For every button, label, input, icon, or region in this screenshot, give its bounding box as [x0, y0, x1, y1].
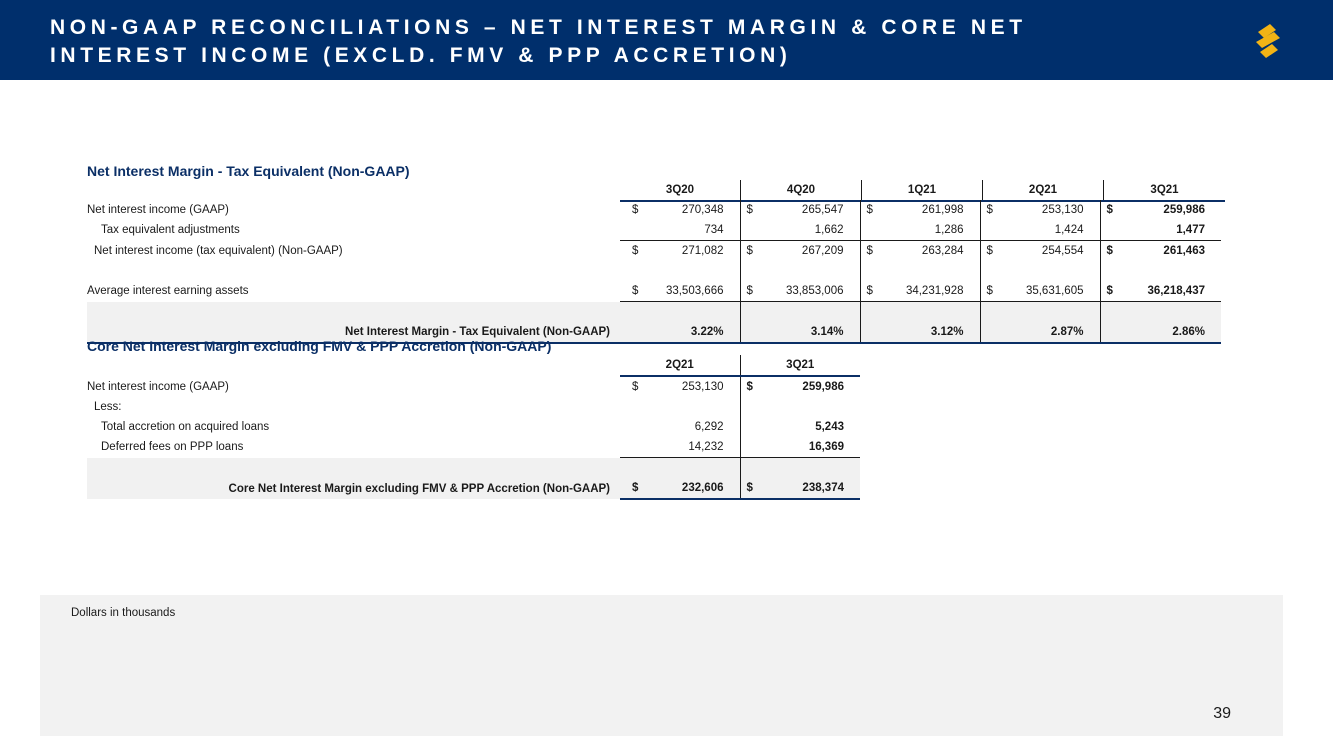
- row-label: Less:: [94, 401, 122, 413]
- currency-sign: $: [1106, 245, 1113, 257]
- table-row: Tax equivalent adjustments 734 1,662 1,2…: [87, 220, 1221, 241]
- nim-col-header: 3Q20: [620, 180, 741, 202]
- nim-header-row: 3Q20 4Q20 1Q21 2Q21 3Q21: [87, 180, 1225, 202]
- cell-value: 35,631,605: [1025, 285, 1084, 297]
- currency-sign: $: [1106, 204, 1113, 216]
- cell-value: 2.86%: [1172, 326, 1205, 338]
- total-row: Net Interest Margin - Tax Equivalent (No…: [87, 322, 1221, 344]
- spacer-row: [87, 457, 860, 478]
- cell-value: 1,424: [1054, 224, 1084, 236]
- spacer-row: [87, 261, 1221, 281]
- currency-sign: $: [746, 245, 753, 257]
- nim-col-header: 1Q21: [861, 180, 983, 202]
- core-col-header: 2Q21: [620, 355, 740, 377]
- currency-sign: $: [746, 204, 753, 216]
- cell-value: 238,374: [802, 482, 844, 494]
- cell-value: 1,662: [814, 224, 844, 236]
- cell-value: 259,986: [802, 381, 844, 393]
- cell-value: 254,554: [1041, 245, 1084, 257]
- cell-value: 1,286: [934, 224, 964, 236]
- footnote: Dollars in thousands: [71, 607, 176, 619]
- currency-sign: $: [632, 204, 639, 216]
- cell-value: 267,209: [801, 245, 844, 257]
- cell-value: 33,503,666: [665, 285, 724, 297]
- table-row: Total accretion on acquired loans 6,292 …: [87, 417, 860, 437]
- currency-sign: $: [632, 245, 639, 257]
- total-label: Core Net Interest Margin excluding FMV &…: [87, 478, 620, 499]
- core-section-title: Core Net Interest Margin excluding FMV &…: [87, 338, 552, 354]
- cell-value: 261,998: [921, 204, 964, 216]
- row-label: Average interest earning assets: [87, 285, 249, 298]
- nim-col-header: 3Q21: [1103, 180, 1225, 202]
- total-row: Core Net Interest Margin excluding FMV &…: [87, 478, 860, 500]
- nim-col-header: 2Q21: [982, 180, 1104, 202]
- core-header-row: 2Q21 3Q21: [87, 355, 860, 377]
- table-row: Deferred fees on PPP loans 14,232 16,369: [87, 437, 860, 458]
- currency-sign: $: [986, 245, 993, 257]
- cell-value: 36,218,437: [1147, 285, 1205, 297]
- cell-value: 34,231,928: [905, 285, 964, 297]
- nim-body: Net interest income (GAAP) $270,348 $265…: [87, 200, 1221, 344]
- brand-s-logo-icon: [1256, 24, 1280, 58]
- page-number: 39: [1213, 705, 1231, 722]
- cell-value: 3.12%: [930, 326, 964, 338]
- cell-value: 3.14%: [810, 326, 844, 338]
- cell-value: 1,477: [1176, 224, 1205, 236]
- total-label: Net Interest Margin - Tax Equivalent (No…: [87, 322, 620, 344]
- currency-sign: $: [632, 381, 639, 393]
- nim-section-title: Net Interest Margin - Tax Equivalent (No…: [87, 163, 410, 179]
- cell-value: 33,853,006: [785, 285, 844, 297]
- currency-sign: $: [866, 285, 873, 297]
- cell-value: 253,130: [1041, 204, 1084, 216]
- cell-value: 734: [704, 224, 724, 236]
- cell-value: 14,232: [688, 441, 724, 453]
- currency-sign: $: [632, 482, 639, 494]
- table-row: Net interest income (GAAP) $253,130 $259…: [87, 376, 860, 397]
- table-row: Net interest income (GAAP) $270,348 $265…: [87, 200, 1221, 220]
- footnote-panel: Dollars in thousands 39: [40, 595, 1283, 736]
- cell-value: 16,369: [808, 441, 844, 453]
- header-bar: NON-GAAP RECONCILIATIONS – NET INTEREST …: [0, 0, 1333, 80]
- currency-sign: $: [866, 204, 873, 216]
- cell-value: 253,130: [681, 381, 724, 393]
- core-col-header: 3Q21: [739, 355, 860, 377]
- row-label: Total accretion on acquired loans: [101, 421, 270, 433]
- currency-sign: $: [746, 482, 753, 494]
- table-row: Net interest income (tax equivalent) (No…: [87, 240, 1221, 261]
- currency-sign: $: [986, 204, 993, 216]
- currency-sign: $: [986, 285, 993, 297]
- nim-table: 3Q20 4Q20 1Q21 2Q21 3Q21: [87, 180, 1225, 202]
- currency-sign: $: [746, 381, 753, 393]
- table-row: Less:: [87, 397, 860, 417]
- table-row: Average interest earning assets $33,503,…: [87, 281, 1221, 302]
- cell-value: 270,348: [681, 204, 724, 216]
- currency-sign: $: [632, 285, 639, 297]
- cell-value: 3.22%: [690, 326, 724, 338]
- cell-value: 261,463: [1163, 245, 1205, 257]
- currency-sign: $: [746, 285, 753, 297]
- spacer-row: [87, 301, 1221, 322]
- cell-value: 259,986: [1163, 204, 1205, 216]
- currency-sign: $: [866, 245, 873, 257]
- currency-sign: $: [1106, 285, 1113, 297]
- cell-value: 2.87%: [1050, 326, 1084, 338]
- nim-header-spacer: [87, 180, 620, 201]
- cell-value: 5,243: [815, 421, 844, 433]
- row-label: Net interest income (tax equivalent) (No…: [94, 244, 343, 257]
- nim-col-header: 4Q20: [740, 180, 862, 202]
- row-label: Tax equivalent adjustments: [101, 224, 240, 237]
- cell-value: 265,547: [801, 204, 844, 216]
- page-title: NON-GAAP RECONCILIATIONS – NET INTEREST …: [50, 16, 1027, 67]
- row-label: Deferred fees on PPP loans: [101, 441, 244, 454]
- cell-value: 271,082: [681, 245, 724, 257]
- cell-value: 232,606: [681, 482, 724, 494]
- cell-value: 263,284: [921, 245, 964, 257]
- row-label: Net interest income (GAAP): [87, 380, 229, 393]
- core-table: 2Q21 3Q21 Net interest income (GAAP) $25…: [87, 355, 860, 500]
- row-label: Net interest income (GAAP): [87, 204, 229, 216]
- cell-value: 6,292: [694, 421, 724, 433]
